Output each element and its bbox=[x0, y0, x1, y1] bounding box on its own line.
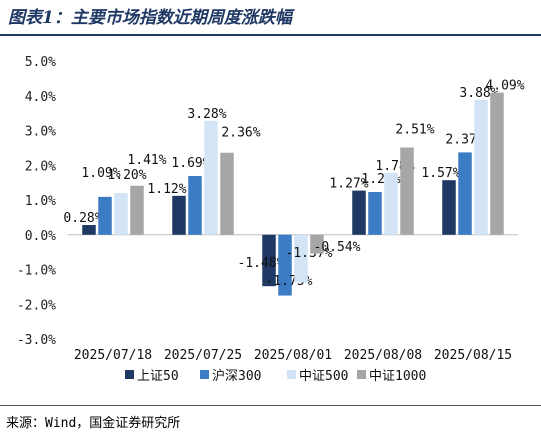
bar bbox=[172, 195, 186, 235]
bar bbox=[474, 99, 488, 235]
bar bbox=[278, 234, 292, 296]
bar bbox=[188, 176, 202, 235]
bar bbox=[458, 152, 472, 235]
y-tick-label: -3.0% bbox=[17, 333, 56, 348]
y-tick-label: 3.0% bbox=[25, 125, 56, 140]
legend-label: 上证50 bbox=[137, 369, 179, 384]
legend-label: 沪深300 bbox=[212, 368, 261, 384]
bar bbox=[384, 172, 398, 235]
x-tick-label: 2025/07/25 bbox=[164, 348, 242, 363]
data-label: 2.36% bbox=[221, 126, 260, 141]
data-label: 1.69% bbox=[171, 156, 210, 171]
bar bbox=[490, 92, 504, 235]
legend-swatch bbox=[200, 370, 209, 379]
bar bbox=[204, 120, 218, 235]
title-rule bbox=[0, 34, 541, 36]
y-tick-label: -1.0% bbox=[17, 264, 56, 279]
bar bbox=[114, 193, 128, 235]
data-label: 1.57% bbox=[421, 166, 460, 181]
x-tick-label: 2025/07/18 bbox=[74, 348, 152, 363]
bar bbox=[82, 225, 96, 235]
legend-swatch bbox=[287, 370, 296, 379]
x-tick-label: 2025/08/01 bbox=[254, 348, 332, 363]
source-rule bbox=[0, 405, 541, 406]
y-tick-label: 0.0% bbox=[25, 229, 56, 244]
bar bbox=[262, 234, 276, 287]
bar bbox=[310, 234, 324, 254]
data-label: 1.41% bbox=[127, 153, 166, 168]
x-tick-label: 2025/08/15 bbox=[434, 348, 512, 363]
figure-title: 图表1：主要市场指数近期周度涨跌幅 bbox=[8, 8, 292, 28]
bar bbox=[368, 192, 382, 235]
legend-label: 中证1000 bbox=[369, 369, 426, 384]
data-label: 3.88% bbox=[459, 86, 498, 101]
legend-label: 中证500 bbox=[299, 369, 348, 384]
y-tick-label: 2.0% bbox=[25, 159, 56, 174]
data-label: 1.20% bbox=[107, 168, 146, 183]
bar-chart: 5.0% 4.0% 3.0% 2.0% 1.0% 0.0% -1.0% -2.0% -3.0% 0… bbox=[17, 55, 525, 384]
y-tick-label: 5.0% bbox=[25, 55, 56, 70]
data-label: 1.12% bbox=[147, 182, 186, 197]
y-tick-label: -2.0% bbox=[17, 298, 56, 313]
data-label: 1.09% bbox=[81, 166, 120, 181]
data-label: 4.09% bbox=[485, 79, 524, 94]
data-label: 2.51% bbox=[395, 123, 434, 138]
bar bbox=[98, 196, 112, 235]
bar bbox=[352, 190, 366, 235]
bar bbox=[220, 152, 234, 235]
legend-swatch bbox=[357, 370, 366, 379]
source-note: 来源：Wind，国金证券研究所 bbox=[6, 416, 181, 431]
data-label: 0.28% bbox=[63, 211, 102, 226]
data-label: -0.54% bbox=[314, 240, 361, 255]
y-tick-label: 4.0% bbox=[25, 90, 56, 105]
data-label: 3.28% bbox=[187, 107, 226, 122]
legend-swatch bbox=[125, 370, 134, 379]
data-label: 1.27% bbox=[329, 177, 368, 192]
x-tick-label: 2025/08/08 bbox=[344, 348, 422, 363]
bar bbox=[400, 147, 414, 235]
bar bbox=[130, 185, 144, 235]
bar bbox=[294, 234, 308, 283]
bar bbox=[442, 180, 456, 235]
data-label: -1.48% bbox=[238, 256, 285, 271]
y-tick-label: 1.0% bbox=[25, 194, 56, 209]
